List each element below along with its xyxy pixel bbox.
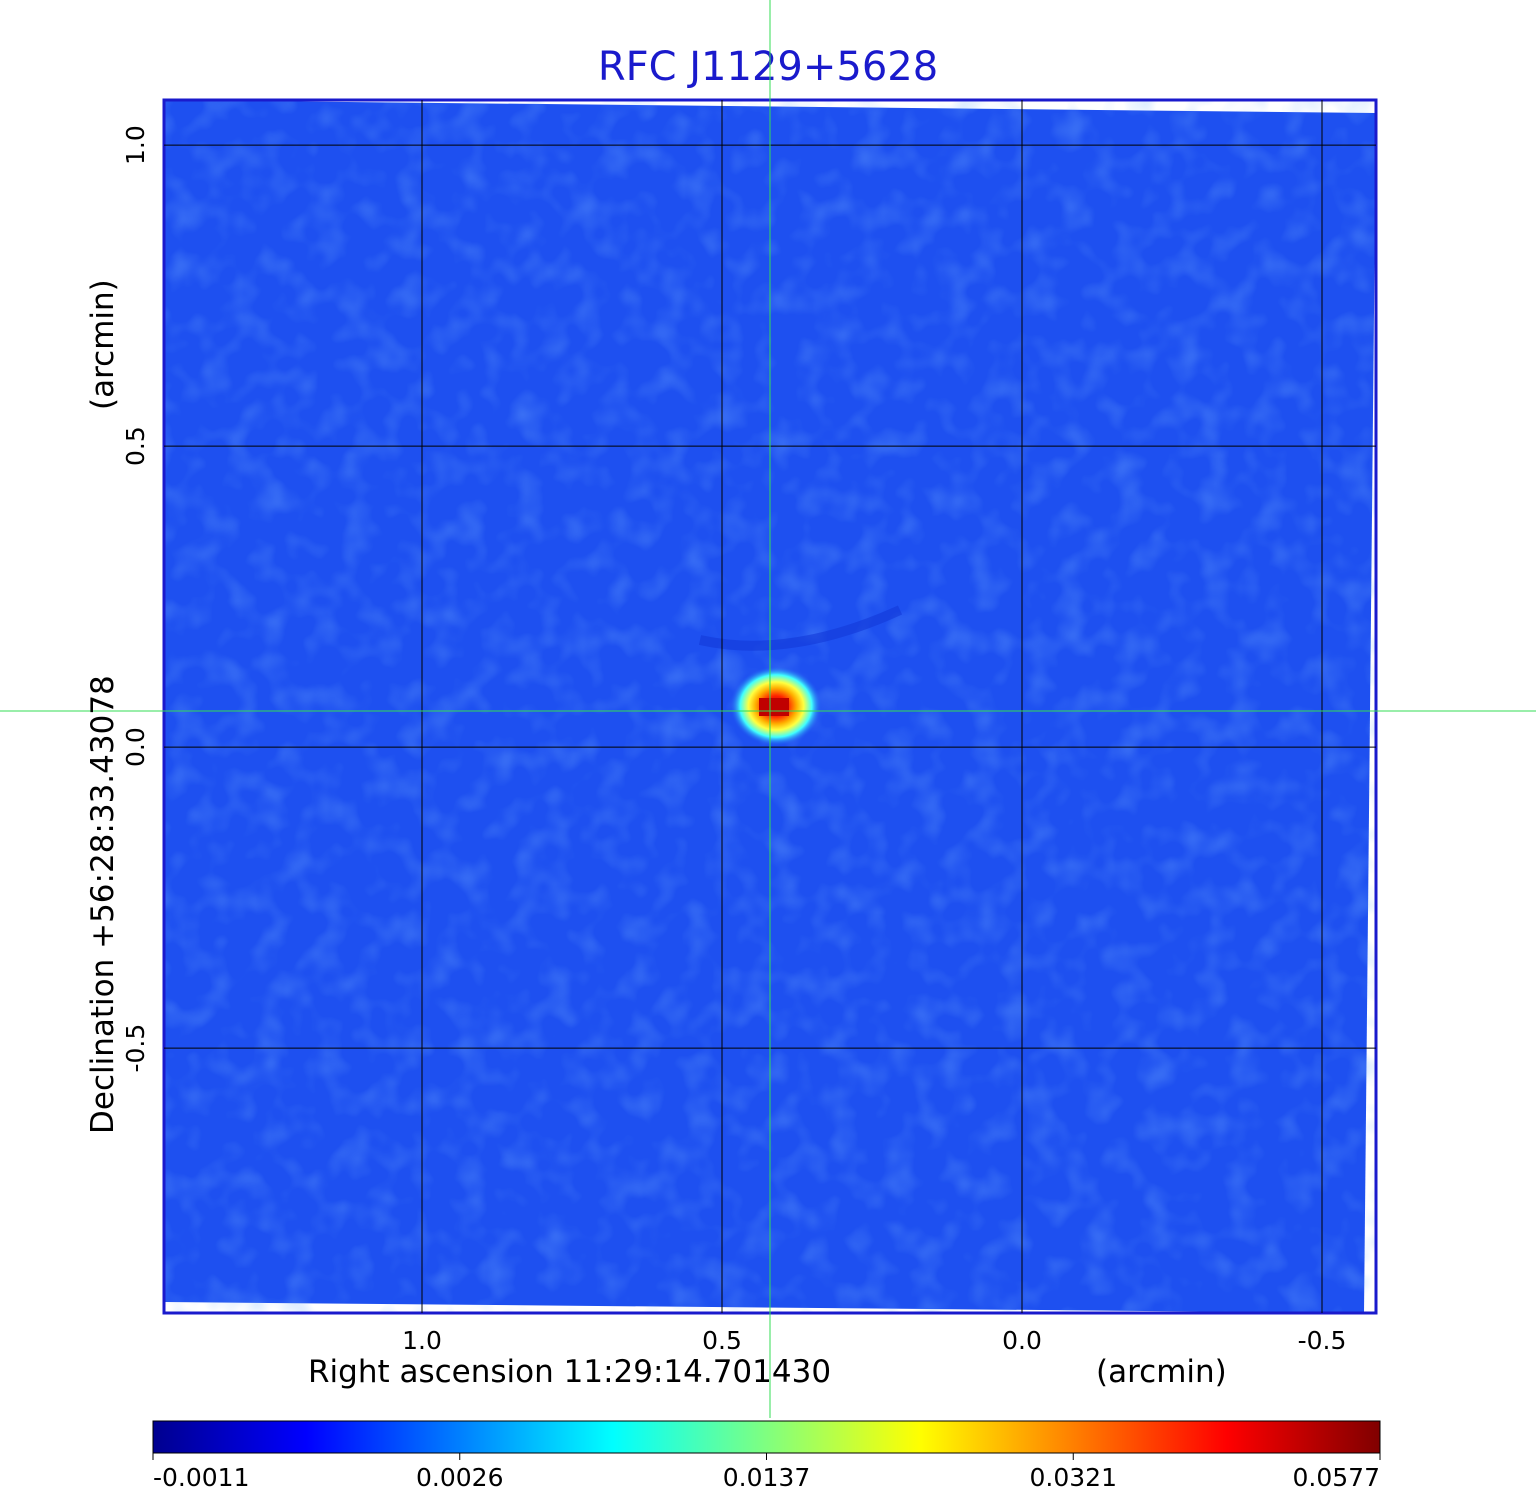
y-tick-label: 0.5	[121, 426, 150, 466]
colorbar-tick-labels: -0.0011 0.0026 0.0137 0.0321 0.0577	[152, 1453, 1381, 1492]
colorbar-tick-label: 0.0321	[1030, 1463, 1117, 1492]
x-tick-label: 1.0	[402, 1326, 442, 1355]
x-tick-labels: 1.0 0.5 0.0 -0.5	[402, 1326, 1346, 1355]
colorbar-tick-label: 0.0026	[416, 1463, 503, 1492]
y-tick-labels: 1.0 0.5 0.0 -0.5	[121, 125, 150, 1072]
x-tick-label: 0.0	[1002, 1326, 1042, 1355]
colorbar-tick-label: 0.0577	[1293, 1463, 1380, 1492]
x-tick-label: -0.5	[1298, 1326, 1347, 1355]
chart-title: RFC J1129+5628	[598, 44, 938, 90]
x-axis-label: Right ascension 11:29:14.701430	[308, 1354, 831, 1390]
y-axis-label: Declination +56:28:33.43078	[85, 675, 121, 1134]
x-axis-unit: (arcmin)	[1096, 1354, 1227, 1390]
peak-pixel	[759, 698, 789, 716]
x-tick-label: 0.5	[702, 1326, 742, 1355]
crosshair	[0, 0, 1536, 1418]
y-axis-unit: (arcmin)	[85, 279, 121, 410]
y-tick-label: 1.0	[121, 125, 150, 165]
colorbar-tick-label: -0.0011	[153, 1463, 250, 1492]
y-tick-label: 0.0	[121, 727, 150, 767]
y-tick-label: -0.5	[121, 1024, 150, 1073]
colorbar	[152, 1420, 1381, 1454]
colorbar-tick-label: 0.0137	[723, 1463, 810, 1492]
